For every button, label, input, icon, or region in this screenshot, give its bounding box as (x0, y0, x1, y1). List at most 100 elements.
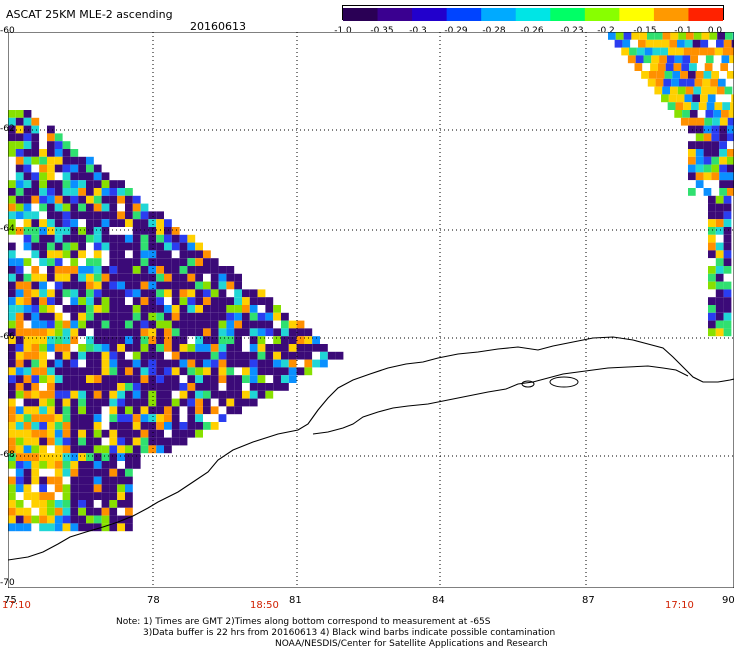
swath-cell (125, 188, 133, 196)
swath-cell (86, 390, 94, 399)
swath-cell (117, 523, 125, 532)
swath-cell (156, 273, 164, 282)
time-label-start: 17:10 (2, 600, 31, 611)
swath-cell (695, 133, 704, 142)
swath-cell (195, 383, 203, 391)
swath-cell (296, 336, 305, 344)
swath-cell (210, 297, 219, 305)
swath-cell (716, 86, 725, 95)
swath-cell (8, 414, 16, 422)
swath-cell (62, 281, 71, 290)
swath-cell (54, 133, 63, 142)
swath-cell (23, 429, 32, 438)
swath-cell (23, 234, 32, 243)
swath-cell (39, 250, 47, 259)
swath-cell (156, 445, 164, 454)
swath-cell (8, 351, 16, 360)
swath-cell (673, 63, 682, 71)
swath-cell (218, 273, 227, 282)
swath-cell (171, 390, 180, 399)
swath-cell (86, 219, 94, 227)
swath-cell (15, 211, 24, 220)
swath-cell (125, 414, 133, 422)
swath-cell (15, 367, 24, 376)
swath-cell (78, 320, 86, 329)
swath-cell (187, 406, 196, 415)
swath-cell (23, 320, 32, 329)
swath-cell (47, 336, 55, 344)
swath-cell (125, 507, 133, 516)
swath-cell (70, 320, 79, 329)
swath-cell (86, 445, 94, 454)
swath-cell (78, 367, 86, 376)
swath-cell (86, 289, 94, 298)
swath-cell (171, 312, 180, 321)
swath-cell (156, 242, 164, 251)
swath-cell (140, 336, 149, 344)
swath-cell (101, 383, 110, 391)
swath-cell (70, 195, 79, 204)
swath-cell (226, 266, 235, 274)
swath-cell (117, 515, 125, 524)
swath-cell (78, 211, 86, 220)
swath-cell (109, 297, 118, 305)
swath-cell (86, 266, 94, 274)
swath-cell (686, 78, 695, 87)
swath-cell (125, 305, 133, 313)
color-scale-segment (688, 8, 724, 21)
swath-cell (663, 78, 672, 87)
swath-cell (93, 468, 102, 477)
swath-cell (695, 164, 704, 173)
swath-cell (47, 289, 55, 298)
swath-cell (703, 71, 712, 79)
swath-cell (179, 266, 188, 274)
swath-cell (54, 305, 63, 313)
swath-cell (31, 422, 40, 430)
swath-cell (117, 234, 125, 243)
swath-cell (265, 359, 274, 368)
swath-cell (8, 133, 16, 142)
swath-cell (15, 289, 24, 298)
swath-cell (304, 367, 313, 376)
swath-cell (156, 234, 164, 243)
swath-cell (203, 297, 211, 305)
swath-cell (708, 289, 716, 298)
swath-cell (62, 383, 71, 391)
swath-cell (101, 289, 110, 298)
swath-cell (195, 289, 203, 298)
swath-cell (695, 188, 704, 196)
swath-cell (8, 398, 16, 407)
swath-cell (70, 149, 79, 157)
swath-cell (630, 39, 639, 48)
swath-cell (101, 211, 110, 220)
swath-cell (93, 195, 102, 204)
swath-cell (711, 149, 720, 157)
swath-cell (54, 383, 63, 391)
swath-cell (23, 180, 32, 188)
island-outline-small (521, 380, 535, 388)
swath-cell (93, 500, 102, 508)
swath-cell (203, 351, 211, 360)
swath-cell (93, 406, 102, 415)
swath-cell (93, 336, 102, 344)
swath-cell (109, 429, 118, 438)
swath-cell (54, 468, 63, 477)
swath-cell (62, 500, 71, 508)
swath-cell (697, 110, 706, 118)
swath-cell (723, 289, 732, 298)
swath-cell (226, 312, 235, 321)
swath-cell (218, 281, 227, 290)
swath-cell (713, 55, 722, 64)
swath-cell (86, 234, 94, 243)
swath-cell (125, 515, 133, 524)
swath-cell (725, 78, 734, 87)
swath-cell (54, 234, 63, 243)
swath-cell (727, 172, 734, 181)
swath-cell (86, 375, 94, 383)
swath-cell (281, 336, 289, 344)
swath-cell (695, 156, 704, 165)
swath-cell (109, 484, 118, 493)
swath-cell (164, 367, 172, 376)
swath-cell (164, 359, 172, 368)
swath-cell (86, 305, 94, 313)
